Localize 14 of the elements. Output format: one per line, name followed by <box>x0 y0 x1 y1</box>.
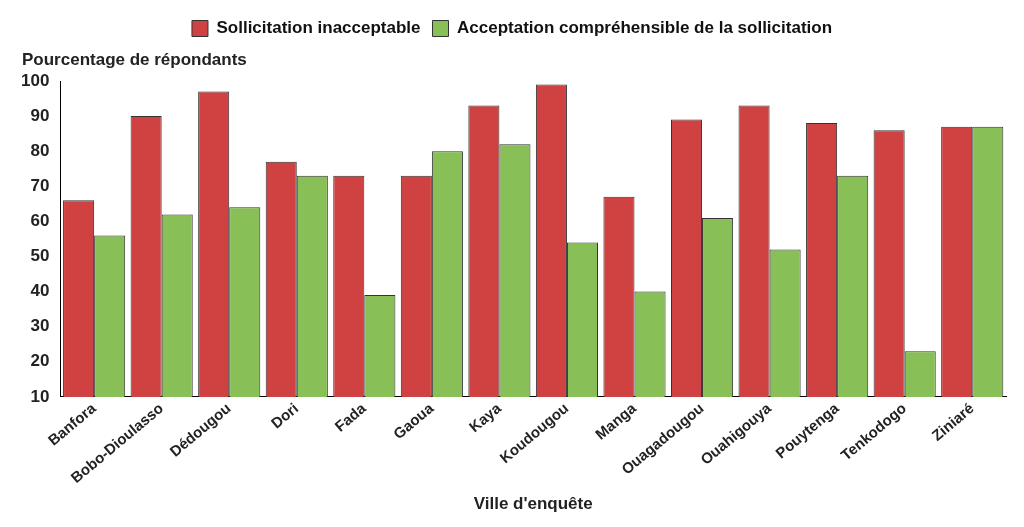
y-tick-label: 30 <box>30 316 50 336</box>
y-tick-label: 70 <box>30 175 50 195</box>
y-tick-label: 100 <box>20 70 50 90</box>
y-tick-label: 50 <box>30 246 50 266</box>
y-tick-label: 40 <box>30 281 50 301</box>
y-axis-title: Pourcentage de répondants <box>22 50 247 70</box>
y-tick-label: 10 <box>30 386 50 406</box>
legend-label: Sollicitation inacceptable <box>216 18 421 38</box>
y-tick-label: 60 <box>30 211 50 231</box>
legend-label: Acceptation compréhensible de la sollicitation <box>457 18 833 38</box>
y-tick-label: 90 <box>30 105 50 125</box>
y-tick-label: 80 <box>30 140 50 160</box>
x-axis-title: Ville d'enquête <box>473 494 593 514</box>
y-tick-label: 20 <box>30 351 50 371</box>
